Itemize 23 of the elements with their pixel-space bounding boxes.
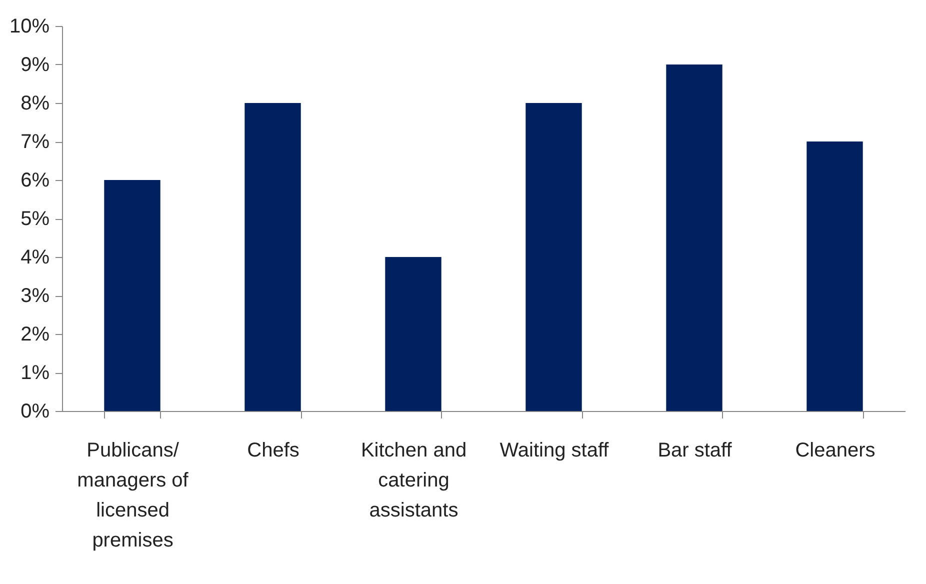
y-tick-label: 10%: [9, 16, 50, 38]
y-tick-label: 7%: [20, 131, 50, 153]
y-tick-label: 5%: [20, 208, 50, 230]
bar: [244, 103, 301, 411]
y-tick-label: 0%: [20, 400, 50, 422]
x-tick-label: Chefs: [247, 440, 300, 462]
y-tick-label: 1%: [20, 362, 50, 384]
bar: [385, 257, 442, 411]
bar: [806, 142, 863, 411]
x-tick-label: Kitchen and catering assistants: [360, 440, 467, 522]
y-tick-label: 3%: [20, 285, 50, 307]
bar: [526, 103, 582, 411]
x-tick-label: Cleaners: [795, 440, 876, 462]
y-tick-label: 8%: [20, 92, 50, 114]
x-tick-label: Publicans/ managers of licensed premises: [77, 440, 189, 552]
y-tick-label: 4%: [20, 246, 50, 268]
bar: [666, 64, 722, 411]
x-tick-label: Waiting staff: [500, 440, 610, 462]
y-tick-label: 9%: [20, 54, 50, 76]
y-tick-label: 2%: [20, 324, 50, 346]
x-tick-label: Bar staff: [658, 440, 732, 462]
y-tick-label: 6%: [20, 170, 50, 192]
bar: [104, 180, 160, 411]
